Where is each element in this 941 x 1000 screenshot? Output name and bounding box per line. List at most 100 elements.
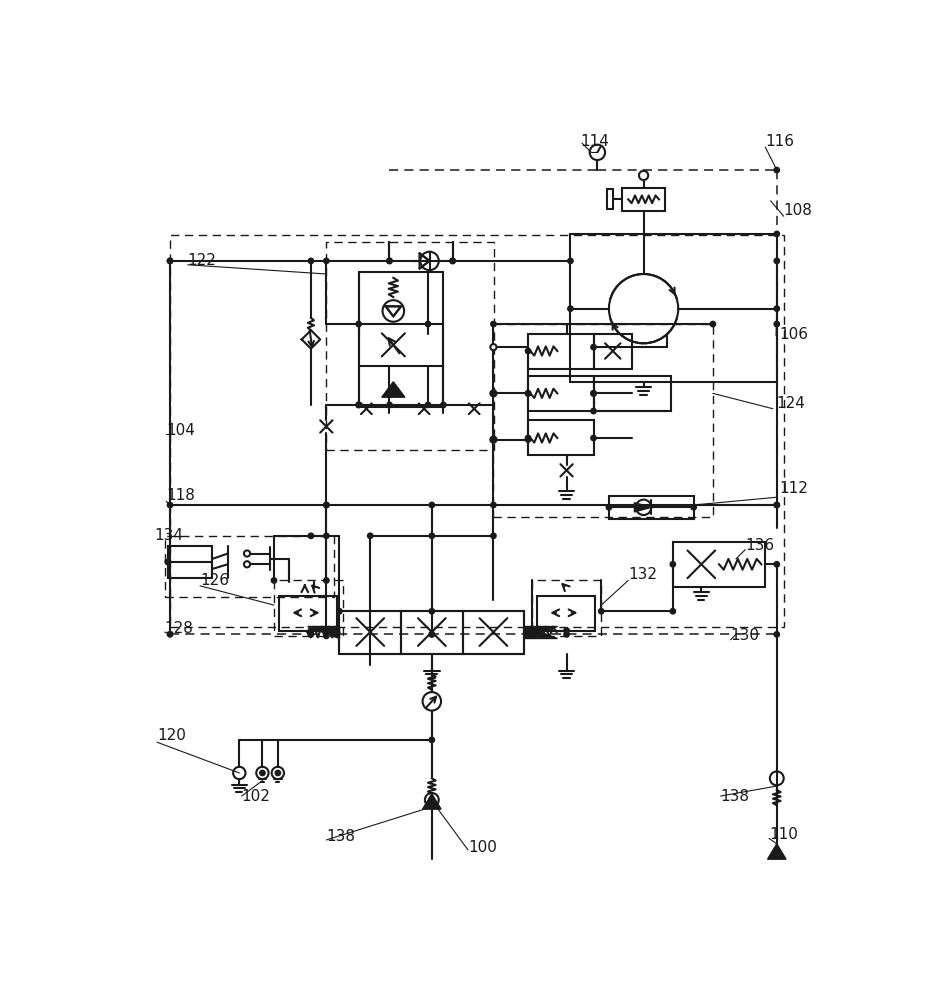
Text: 138: 138 <box>327 829 356 844</box>
Circle shape <box>450 258 455 264</box>
Text: 134: 134 <box>154 528 183 543</box>
Circle shape <box>606 505 612 510</box>
Text: 102: 102 <box>242 789 270 804</box>
Bar <box>594 376 671 411</box>
Circle shape <box>591 408 597 414</box>
Circle shape <box>167 632 173 637</box>
Polygon shape <box>524 626 556 638</box>
Text: 108: 108 <box>784 203 813 218</box>
Circle shape <box>491 533 496 538</box>
Circle shape <box>774 231 779 237</box>
Circle shape <box>429 632 435 637</box>
Text: 118: 118 <box>167 488 195 503</box>
Circle shape <box>691 505 696 510</box>
Circle shape <box>260 770 265 776</box>
Circle shape <box>167 258 173 264</box>
Bar <box>463 611 524 654</box>
Circle shape <box>525 348 531 354</box>
Bar <box>340 611 401 654</box>
Circle shape <box>670 562 676 567</box>
Bar <box>165 536 334 597</box>
Bar <box>170 235 785 627</box>
Circle shape <box>491 502 496 508</box>
Circle shape <box>774 502 779 508</box>
Circle shape <box>356 402 361 408</box>
Circle shape <box>774 632 779 637</box>
Circle shape <box>490 390 497 396</box>
Bar <box>570 234 776 382</box>
Text: 116: 116 <box>765 134 794 149</box>
Circle shape <box>591 435 597 441</box>
Text: 128: 128 <box>165 621 194 636</box>
Circle shape <box>309 632 313 637</box>
Circle shape <box>525 391 531 396</box>
Text: 124: 124 <box>776 396 805 411</box>
Bar <box>401 611 463 654</box>
Circle shape <box>491 391 496 396</box>
Circle shape <box>324 258 329 264</box>
Circle shape <box>567 258 573 264</box>
Bar <box>493 324 713 517</box>
Text: 136: 136 <box>745 538 774 553</box>
Circle shape <box>387 258 392 264</box>
Circle shape <box>670 609 676 614</box>
Bar <box>327 242 494 450</box>
Text: 112: 112 <box>779 481 808 496</box>
Circle shape <box>324 502 329 508</box>
Circle shape <box>525 435 531 441</box>
Circle shape <box>324 578 329 583</box>
Bar <box>673 542 765 587</box>
Text: 100: 100 <box>468 840 497 855</box>
Circle shape <box>429 609 435 614</box>
Bar <box>167 546 213 578</box>
Text: 138: 138 <box>721 789 750 804</box>
Circle shape <box>324 533 329 538</box>
Bar <box>340 611 524 654</box>
Circle shape <box>309 533 313 538</box>
Polygon shape <box>768 844 786 859</box>
Bar <box>532 580 601 636</box>
Circle shape <box>564 632 569 637</box>
Bar <box>528 420 594 455</box>
Circle shape <box>425 321 431 327</box>
Circle shape <box>774 562 779 567</box>
Circle shape <box>598 609 604 614</box>
Circle shape <box>591 344 597 350</box>
Polygon shape <box>307 626 340 638</box>
Circle shape <box>429 533 435 538</box>
Bar <box>359 272 443 407</box>
Circle shape <box>368 533 373 538</box>
Polygon shape <box>524 626 556 638</box>
Polygon shape <box>382 382 405 397</box>
Circle shape <box>324 633 329 639</box>
Circle shape <box>324 502 329 508</box>
Text: 120: 120 <box>157 728 185 744</box>
Bar <box>528 334 594 369</box>
Circle shape <box>429 737 435 743</box>
Bar <box>279 596 337 631</box>
Circle shape <box>774 306 779 311</box>
Circle shape <box>271 578 277 583</box>
Circle shape <box>165 559 170 565</box>
Circle shape <box>564 628 569 633</box>
Text: 106: 106 <box>779 327 808 342</box>
Circle shape <box>774 258 779 264</box>
Circle shape <box>309 628 313 633</box>
Polygon shape <box>634 503 651 512</box>
Circle shape <box>337 609 343 614</box>
Circle shape <box>425 402 431 408</box>
Text: 104: 104 <box>167 423 195 438</box>
Circle shape <box>490 436 497 443</box>
Circle shape <box>309 258 313 264</box>
Circle shape <box>275 770 280 776</box>
Circle shape <box>244 550 250 557</box>
Bar <box>609 496 694 519</box>
Bar <box>622 188 665 211</box>
Polygon shape <box>423 794 441 809</box>
Circle shape <box>429 502 435 508</box>
Bar <box>528 376 594 411</box>
Bar <box>274 580 343 636</box>
Circle shape <box>167 258 173 264</box>
Circle shape <box>244 561 250 567</box>
Circle shape <box>450 258 455 264</box>
